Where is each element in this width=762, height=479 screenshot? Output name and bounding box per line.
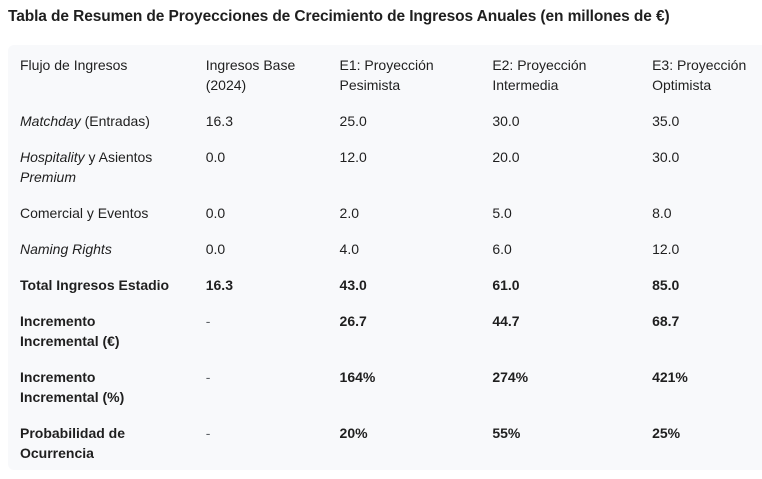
cell-e3: 30.0: [652, 149, 680, 165]
cell-e2: 20.0: [492, 149, 520, 165]
cell-e3: 85.0: [652, 277, 680, 293]
cell-e3: 12.0: [652, 241, 680, 257]
cell-e1: 43.0: [339, 277, 367, 293]
table-row: Hospitality y Asientos Premium 0.0 12.0 2…: [20, 147, 762, 203]
header-e1: E1: Proyección Pesimista: [339, 57, 434, 93]
cell-e2: 5.0: [492, 205, 512, 221]
row-label: Naming Rights: [20, 241, 112, 257]
cell-e2: 6.0: [492, 241, 512, 257]
cell-e2: 274%: [492, 369, 529, 385]
cell-e2: 55%: [492, 425, 521, 441]
row-label: Hospitality y Asientos Premium: [20, 149, 153, 185]
header-e2: E2: Proyección Intermedia: [492, 57, 587, 93]
cell-e3: 35.0: [652, 113, 680, 129]
row-label: Incremento Incremental (%): [20, 369, 125, 405]
page-title: Tabla de Resumen de Proyecciones de Crec…: [8, 8, 670, 25]
cell-base: 16.3: [205, 113, 233, 129]
cell-e1: 164%: [339, 369, 376, 385]
cell-base: -: [205, 425, 211, 441]
row-label: Incremento Incremental (€): [20, 313, 120, 349]
cell-e1: 26.7: [339, 313, 367, 329]
row-label: Probabilidad de Ocurrencia: [20, 425, 126, 461]
row-label: Matchday (Entradas): [20, 113, 150, 129]
table-header-row: Flujo de Ingresos Ingresos Base (2024) E1…: [20, 55, 762, 111]
header-flujo: Flujo de Ingresos: [20, 57, 128, 73]
table-row-probability: Probabilidad de Ocurrencia - 20% 55% 25%: [20, 423, 762, 479]
cell-e1: 25.0: [339, 113, 367, 129]
table-row-increment-eur: Incremento Incremental (€) - 26.7 44.7 68…: [20, 311, 762, 367]
cell-e2: 61.0: [492, 277, 520, 293]
cell-e3: 68.7: [652, 313, 680, 329]
header-base: Ingresos Base (2024): [205, 57, 296, 93]
cell-e2: 44.7: [492, 313, 520, 329]
cell-e3: 8.0: [652, 205, 672, 221]
row-label: Comercial y Eventos: [20, 205, 149, 221]
revenue-projection-table: Flujo de Ingresos Ingresos Base (2024) E1…: [20, 55, 762, 479]
cell-e1: 20%: [339, 425, 368, 441]
cell-base: 0.0: [205, 241, 226, 257]
cell-base: 16.3: [205, 277, 233, 293]
cell-e1: 12.0: [339, 149, 367, 165]
cell-base: -: [205, 369, 211, 385]
cell-base: 0.0: [205, 205, 226, 221]
table-row-total: Total Ingresos Estadio 16.3 43.0 61.0 85…: [20, 275, 762, 311]
cell-e2: 30.0: [492, 113, 520, 129]
cell-base: 0.0: [205, 149, 226, 165]
header-e3: E3: Proyección Optimista: [652, 57, 747, 93]
cell-e3: 421%: [652, 369, 688, 385]
cell-e1: 2.0: [339, 205, 359, 221]
cell-base: -: [205, 313, 211, 329]
row-label: Total Ingresos Estadio: [20, 277, 170, 293]
table-row: Naming Rights 0.0 4.0 6.0 12.0: [20, 239, 762, 275]
table-row: Comercial y Eventos 0.0 2.0 5.0 8.0: [20, 203, 762, 239]
cell-e1: 4.0: [339, 241, 359, 257]
table-row: Matchday (Entradas) 16.3 25.0 30.0 35.0: [20, 111, 762, 147]
table-row-increment-pct: Incremento Incremental (%) - 164% 274% 42…: [20, 367, 762, 423]
cell-e3: 25%: [652, 425, 681, 441]
table-panel: Flujo de Ingresos Ingresos Base (2024) E1…: [8, 45, 762, 470]
